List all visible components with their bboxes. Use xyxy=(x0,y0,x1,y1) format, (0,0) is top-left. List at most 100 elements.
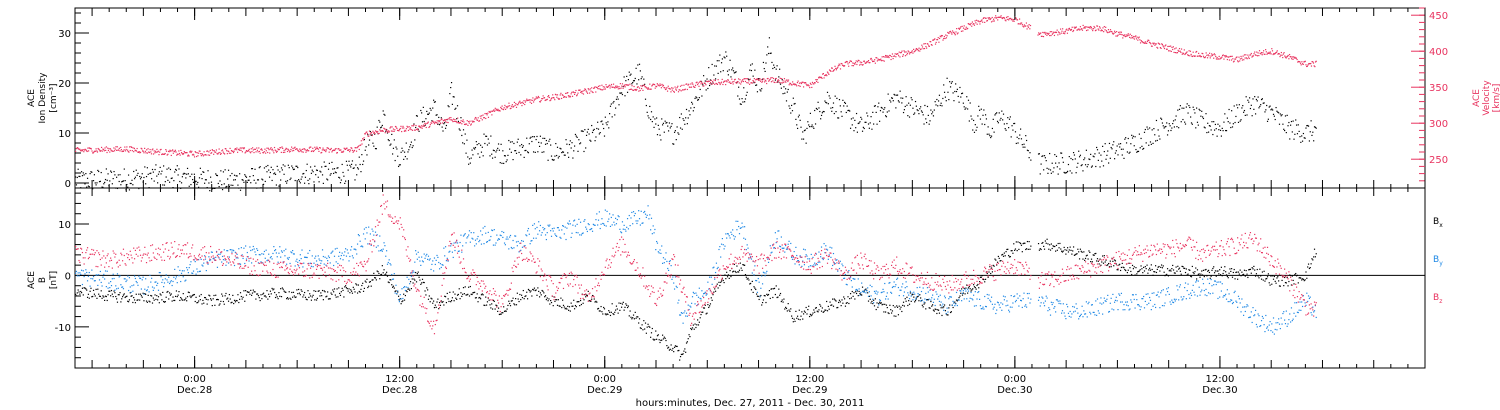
ion-density-point xyxy=(673,131,676,133)
ion-density-point xyxy=(1254,113,1257,115)
bx-point xyxy=(1181,265,1183,267)
bx-point xyxy=(392,285,395,287)
bx-point xyxy=(650,332,653,334)
velocity-point xyxy=(165,149,167,151)
velocity-point xyxy=(1005,20,1007,22)
bx-point xyxy=(240,295,242,298)
velocity-point xyxy=(354,147,356,149)
velocity-point xyxy=(399,127,401,130)
ion-density-point xyxy=(1067,163,1070,166)
velocity-point xyxy=(170,150,172,152)
velocity-point xyxy=(863,60,866,62)
velocity-point xyxy=(217,153,219,155)
bx-point xyxy=(744,264,746,266)
velocity-point xyxy=(906,54,908,56)
ion-density-point xyxy=(1173,126,1175,128)
bx-point xyxy=(625,303,627,305)
bx-point xyxy=(695,326,697,329)
velocity-point xyxy=(768,79,770,81)
ion-density-point xyxy=(1183,107,1185,109)
velocity-point xyxy=(202,154,204,156)
velocity-point xyxy=(89,147,91,150)
ion-density-point xyxy=(883,108,885,110)
ion-density-point xyxy=(1014,131,1017,133)
ion-density-point xyxy=(923,123,925,125)
bx-point xyxy=(850,297,853,299)
ion-density-point xyxy=(1284,115,1287,117)
ion-density-point xyxy=(271,179,273,182)
velocity-point xyxy=(476,119,479,121)
velocity-point xyxy=(520,102,522,104)
ion-density-point xyxy=(1063,171,1065,174)
bx-point xyxy=(620,306,623,308)
velocity-point xyxy=(500,106,502,109)
ion-density-point xyxy=(1030,159,1032,161)
velocity-point xyxy=(1247,54,1249,56)
ion-density-point xyxy=(1287,125,1289,127)
ion-density-point xyxy=(334,171,336,173)
bx-point xyxy=(1021,251,1023,253)
bx-point xyxy=(110,289,113,292)
ion-density-point xyxy=(1291,131,1293,133)
ion-density-point xyxy=(746,91,748,93)
velocity-point xyxy=(1269,51,1272,53)
velocity-point xyxy=(1254,51,1256,53)
velocity-point xyxy=(450,119,453,121)
ion-density-point xyxy=(867,123,870,125)
velocity-point xyxy=(895,53,898,55)
ion-density-point xyxy=(569,140,571,142)
ion-density-point xyxy=(199,167,201,169)
ion-density-point xyxy=(847,109,849,112)
bx-point xyxy=(353,288,355,290)
bx-point xyxy=(569,310,571,312)
ion-density-point xyxy=(186,173,188,175)
velocity-point xyxy=(209,149,211,152)
bx-point xyxy=(209,295,211,297)
bx-point xyxy=(422,281,424,284)
velocity-point xyxy=(1016,19,1019,21)
ion-density-point xyxy=(1050,172,1052,174)
velocity-point xyxy=(1152,42,1154,44)
bx-point xyxy=(996,264,998,266)
velocity-point xyxy=(1271,48,1273,50)
bx-point xyxy=(814,311,816,313)
ion-density-point xyxy=(124,180,126,182)
velocity-point xyxy=(1232,61,1235,63)
ion-density-point xyxy=(824,100,826,102)
velocity-point xyxy=(782,80,784,82)
velocity-point xyxy=(670,91,672,93)
bx-point xyxy=(1113,259,1116,261)
ion-density-point xyxy=(171,177,173,179)
velocity-point xyxy=(1295,57,1298,59)
bx-point xyxy=(616,308,618,310)
velocity-point xyxy=(122,150,125,152)
velocity-point xyxy=(185,152,187,154)
bx-point xyxy=(497,307,500,309)
bx-point xyxy=(133,299,136,301)
velocity-point xyxy=(761,81,763,83)
velocity-point xyxy=(496,108,498,110)
ion-density-point xyxy=(1027,150,1029,152)
bx-point xyxy=(1136,273,1138,275)
bx-point xyxy=(572,305,574,307)
ion-density-point xyxy=(1290,120,1293,123)
ion-density-point xyxy=(1062,161,1064,163)
bx-point xyxy=(89,290,91,292)
velocity-point xyxy=(194,151,196,153)
bx-point xyxy=(307,290,309,292)
ion-density-point xyxy=(330,173,332,175)
ion-density-point xyxy=(507,154,509,156)
ion-density-point xyxy=(368,144,370,146)
ion-density-point xyxy=(1056,166,1058,168)
bx-point xyxy=(674,345,677,347)
velocity-point xyxy=(502,108,504,110)
ion-density-point xyxy=(1209,125,1211,127)
velocity-point xyxy=(353,150,355,152)
bx-point xyxy=(380,273,383,276)
bx-point xyxy=(520,298,522,301)
ion-density-point xyxy=(76,176,78,179)
bx-point xyxy=(1066,247,1069,249)
velocity-point xyxy=(1193,55,1196,57)
velocity-point xyxy=(109,151,111,153)
velocity-point xyxy=(1191,55,1194,58)
